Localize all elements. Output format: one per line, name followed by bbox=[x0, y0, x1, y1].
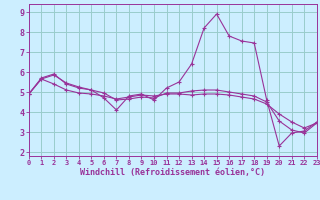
X-axis label: Windchill (Refroidissement éolien,°C): Windchill (Refroidissement éolien,°C) bbox=[80, 168, 265, 177]
